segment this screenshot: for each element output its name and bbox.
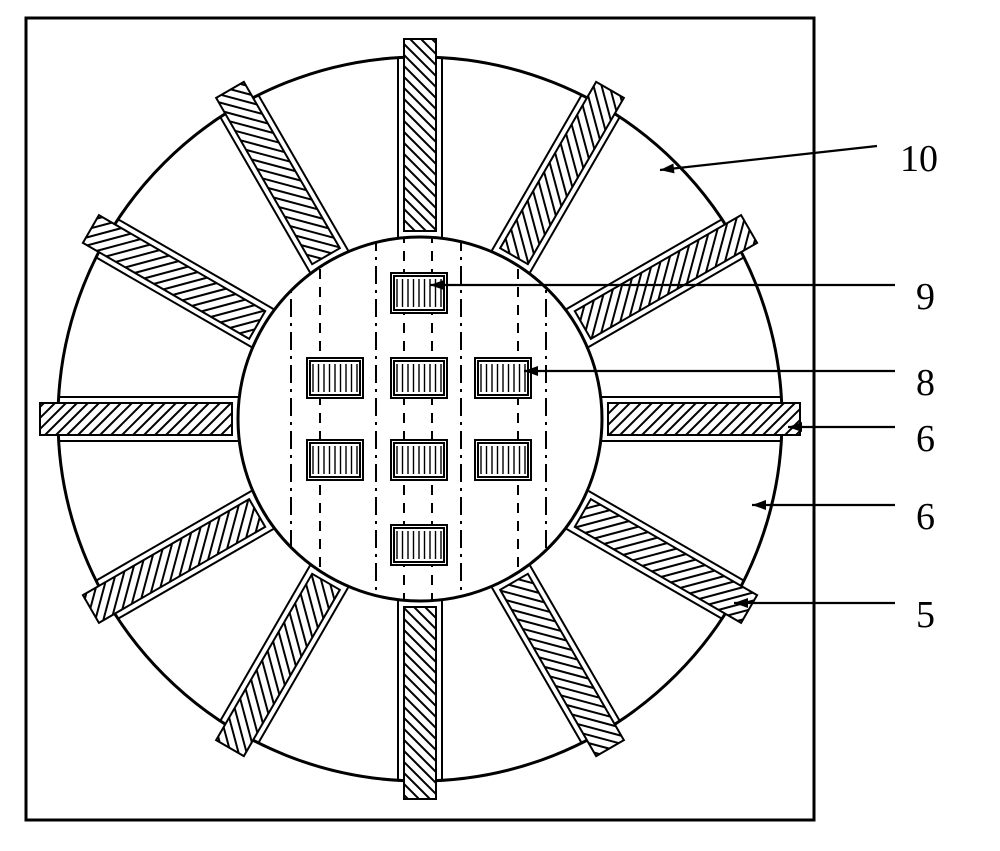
callout-label: 6 [916,495,935,539]
chip [391,525,447,565]
chip [391,358,447,398]
spoke-blade [0,403,264,435]
spoke-blade [404,575,436,851]
chip [391,273,447,313]
callout-leader [660,146,877,170]
callout-label: 8 [916,361,935,405]
callout-label: 9 [916,275,935,319]
callout-label: 6 [916,417,935,461]
chip [391,440,447,480]
chip [307,358,363,398]
spoke-blade [404,0,436,263]
chip [475,440,531,480]
chip [475,358,531,398]
spoke-blade [576,403,861,435]
chip [307,440,363,480]
callout-label: 5 [916,593,935,637]
callout-label: 10 [900,137,938,181]
